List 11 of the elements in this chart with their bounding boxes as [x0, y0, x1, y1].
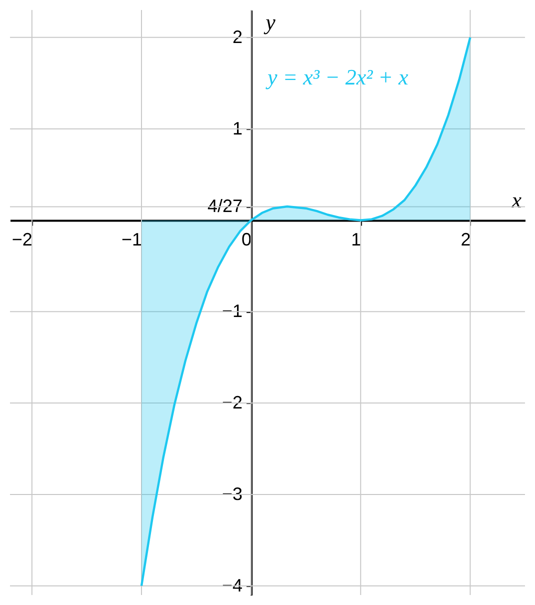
x-tick-label: −1: [121, 230, 142, 250]
y-tick-label: 2: [232, 26, 243, 47]
y-tick-label: 1: [232, 118, 243, 138]
x-tick-label: 2: [460, 230, 471, 250]
y-tick-label: −1: [222, 301, 243, 322]
y-axis-title: y: [264, 10, 276, 34]
y-tick-label: 4/27: [208, 196, 243, 216]
text: y = x³ − 2x² + x: [266, 64, 409, 90]
x-tick-label: 0: [242, 230, 252, 250]
x-tick-label: 1: [351, 230, 362, 250]
x-tick-label: −2: [12, 230, 32, 250]
